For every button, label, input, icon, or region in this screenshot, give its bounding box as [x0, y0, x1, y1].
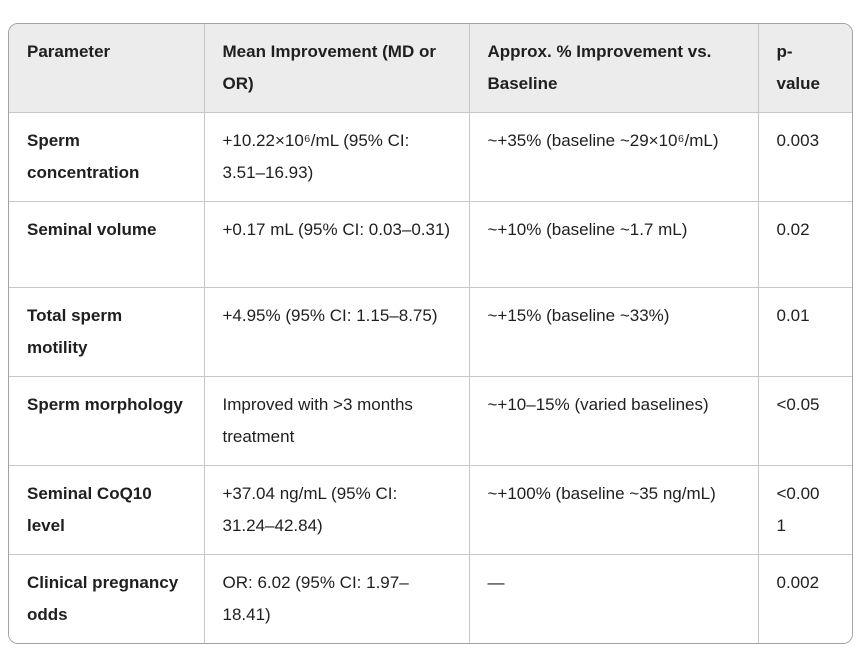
cell-p-value: <0.05: [757, 376, 852, 466]
cell-pct-improvement: ~+10% (baseline ~1.7 mL): [468, 201, 759, 288]
cell-p-value: <0.001: [757, 465, 852, 555]
cell-mean-improvement: +37.04 ng/mL (95% CI: 31.24–42.84): [203, 465, 470, 555]
cell-pct-improvement: ~+100% (baseline ~35 ng/mL): [468, 465, 759, 555]
cell-parameter: Sperm morphology: [9, 376, 205, 466]
cell-p-value: 0.003: [757, 112, 852, 202]
header-cell-p-value: p-value: [757, 24, 852, 113]
cell-pct-improvement: ~+15% (baseline ~33%): [468, 287, 759, 377]
header-cell-mean-improvement: Mean Improvement (MD or OR): [203, 24, 470, 113]
cell-mean-improvement: Improved with >3 months treatment: [203, 376, 470, 466]
cell-mean-improvement: +0.17 mL (95% CI: 0.03–0.31): [203, 201, 470, 288]
table-row: Sperm concentration +10.22×10⁶/mL (95% C…: [9, 112, 852, 202]
cell-pct-improvement: ~+10–15% (varied baselines): [468, 376, 759, 466]
cell-p-value: 0.02: [757, 201, 852, 288]
cell-parameter: Clinical pregnancy odds: [9, 554, 205, 643]
cell-parameter: Seminal CoQ10 level: [9, 465, 205, 555]
cell-pct-improvement: —: [468, 554, 759, 643]
table-row: Seminal volume +0.17 mL (95% CI: 0.03–0.…: [9, 201, 852, 288]
cell-pct-improvement: ~+35% (baseline ~29×10⁶/mL): [468, 112, 759, 202]
table-row: Seminal CoQ10 level +37.04 ng/mL (95% CI…: [9, 465, 852, 555]
cell-parameter: Seminal volume: [9, 201, 205, 288]
header-cell-pct-improvement: Approx. % Improvement vs. Baseline: [468, 24, 759, 113]
results-table: Parameter Mean Improvement (MD or OR) Ap…: [9, 24, 852, 643]
table-row: Clinical pregnancy odds OR: 6.02 (95% CI…: [9, 554, 852, 643]
header-cell-parameter: Parameter: [9, 24, 205, 113]
header-row: Parameter Mean Improvement (MD or OR) Ap…: [9, 24, 852, 113]
cell-parameter: Sperm concentration: [9, 112, 205, 202]
cell-mean-improvement: +10.22×10⁶/mL (95% CI: 3.51–16.93): [203, 112, 470, 202]
cell-p-value: 0.01: [757, 287, 852, 377]
results-table-container: Parameter Mean Improvement (MD or OR) Ap…: [8, 23, 853, 644]
table-row: Total sperm motility +4.95% (95% CI: 1.1…: [9, 287, 852, 377]
cell-mean-improvement: +4.95% (95% CI: 1.15–8.75): [203, 287, 470, 377]
cell-mean-improvement: OR: 6.02 (95% CI: 1.97–18.41): [203, 554, 470, 643]
cell-parameter: Total sperm motility: [9, 287, 205, 377]
table-row: Sperm morphology Improved with >3 months…: [9, 376, 852, 466]
cell-p-value: 0.002: [757, 554, 852, 643]
